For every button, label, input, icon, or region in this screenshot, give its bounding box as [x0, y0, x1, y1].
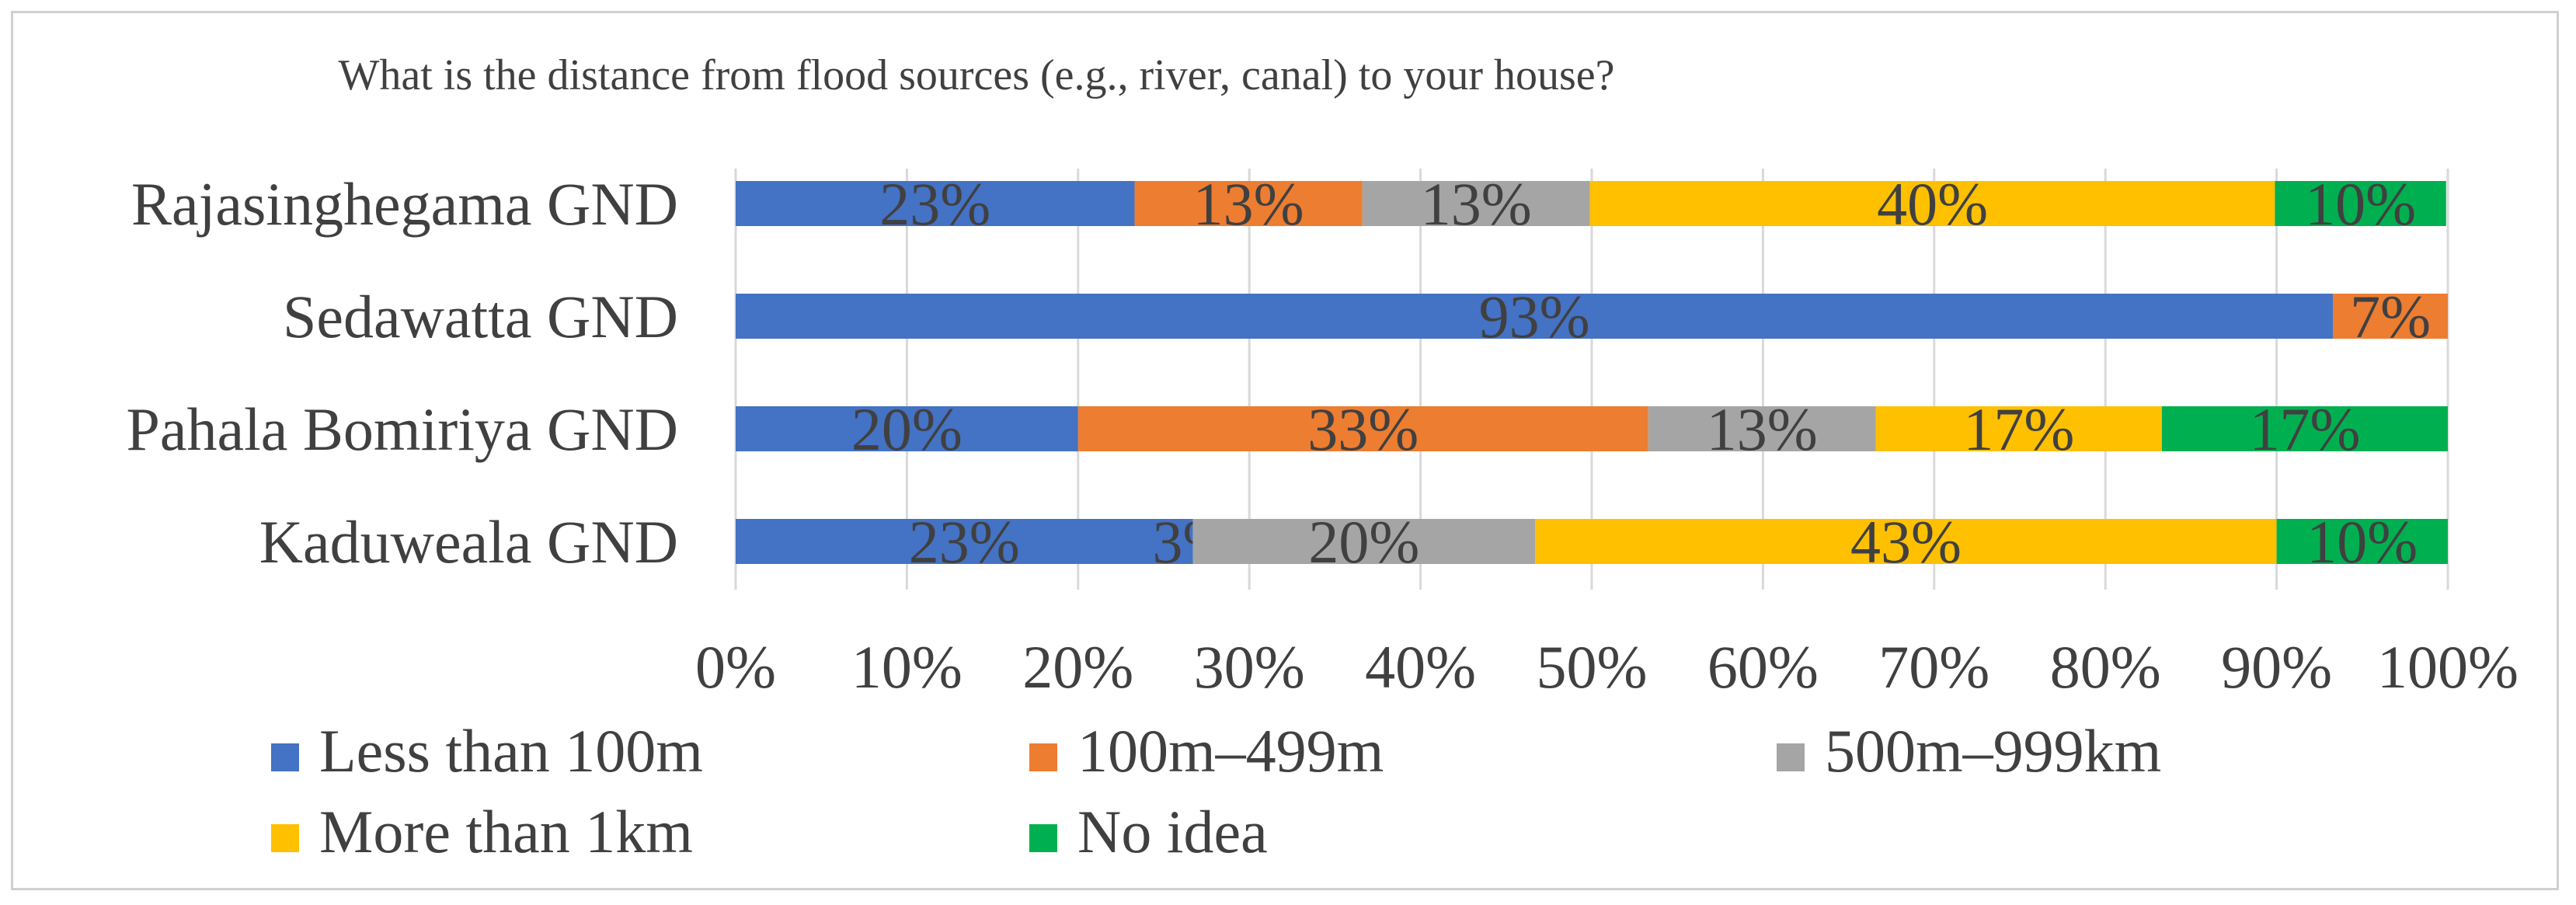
- x-tick-label: 40%: [1365, 633, 1476, 701]
- bar-segment: [1362, 181, 1590, 226]
- legend-label: Less than 100m: [319, 717, 703, 785]
- x-tick-label: 80%: [2050, 633, 2161, 701]
- x-tick-label: 20%: [1022, 633, 1133, 701]
- data-label: 20%: [851, 395, 963, 463]
- x-tick-label: 10%: [851, 633, 963, 701]
- legend-label: More than 1km: [319, 798, 693, 865]
- data-label: 10%: [2306, 508, 2418, 576]
- bar-segment: [2161, 406, 2448, 451]
- x-tick-label: 70%: [1878, 633, 1989, 701]
- bar-segment: [1589, 181, 2275, 226]
- bar-segment: [1077, 406, 1648, 451]
- category-labels: Rajasinghegama GND Sedawatta GND Pahala Bo…: [126, 170, 678, 576]
- legend-swatch: [271, 824, 299, 852]
- data-label: 43%: [1850, 508, 1962, 576]
- data-label: 13%: [1193, 170, 1304, 238]
- bars-layer: 23%13%13%40%10%93%7%20%33%13%17%17%23%3%…: [736, 170, 2448, 576]
- x-tick-label: 30%: [1194, 633, 1305, 701]
- bar-segment: [1134, 181, 1363, 226]
- bar-segment: [2333, 294, 2448, 339]
- x-tick-label: 90%: [2221, 633, 2332, 701]
- legend-label: No idea: [1077, 798, 1268, 865]
- legend-label: 100m–499m: [1077, 717, 1384, 785]
- chart-svg: What is the distance from flood sources …: [126, 51, 2519, 865]
- category-label: Pahala Bomiriya GND: [126, 395, 678, 463]
- data-label: 17%: [1963, 395, 2074, 463]
- data-label: 40%: [1877, 170, 1988, 238]
- bar-segment: [736, 181, 1135, 226]
- data-label: 23%: [879, 170, 990, 238]
- legend-swatch: [1777, 743, 1805, 771]
- bar-segment: [2275, 181, 2446, 226]
- data-label: 13%: [1421, 170, 1532, 238]
- bar-segment: [2276, 519, 2448, 564]
- bar-segment: [1535, 519, 2277, 564]
- bar-segment: [736, 406, 1078, 451]
- chart-frame: What is the distance from flood sources …: [11, 11, 2559, 890]
- data-label: 7%: [2350, 283, 2431, 350]
- bar-segment: [1648, 406, 1876, 451]
- bar-segment: [736, 294, 2334, 339]
- data-label: 10%: [2305, 170, 2416, 238]
- x-tick-label: 50%: [1537, 633, 1648, 701]
- bar-segment: [1875, 406, 2162, 451]
- x-axis-ticks: 0% 10% 20% 30% 40% 50% 60% 70% 80% 90% 100%: [695, 633, 2519, 701]
- category-label: Rajasinghegama GND: [131, 170, 678, 238]
- legend-swatch: [1029, 824, 1057, 852]
- x-tick-label: 100%: [2377, 633, 2519, 701]
- category-label: Kaduweala GND: [259, 508, 678, 576]
- data-label: 17%: [2249, 395, 2360, 463]
- x-tick-label: 60%: [1707, 633, 1819, 701]
- data-label: 13%: [1707, 395, 1818, 463]
- legend-swatch: [271, 743, 299, 771]
- data-label: 23%: [909, 508, 1020, 576]
- chart-title: What is the distance from flood sources …: [339, 51, 1615, 99]
- bar-segment: [1192, 519, 1536, 564]
- bar-segment: [736, 519, 1193, 564]
- data-label: 20%: [1308, 508, 1419, 576]
- legend: Less than 100m 100m–499m 500m–999km More th…: [271, 717, 2161, 865]
- legend-swatch: [1029, 743, 1057, 771]
- x-tick-label: 0%: [695, 633, 776, 701]
- category-label: Sedawatta GND: [283, 283, 678, 350]
- data-label: 33%: [1307, 395, 1419, 463]
- data-label: 93%: [1479, 283, 1590, 350]
- legend-label: 500m–999km: [1825, 717, 2161, 785]
